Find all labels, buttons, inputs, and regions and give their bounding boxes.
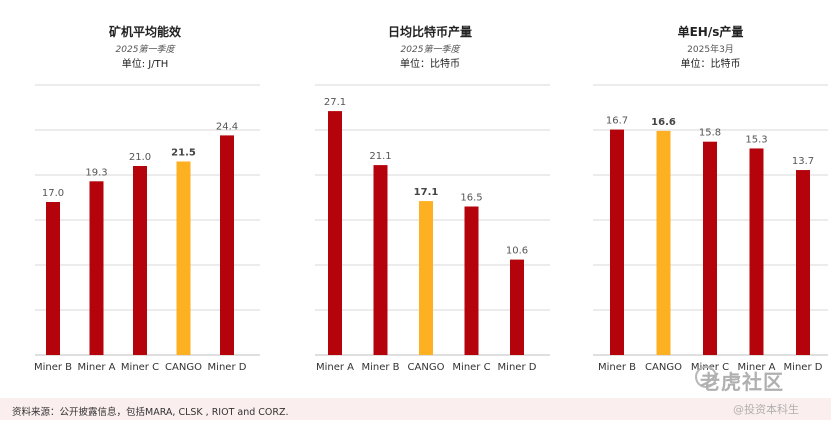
chart-unit: 单位：比特币	[400, 59, 460, 70]
chart-output-per-ehs: 单EH/s产量 2025年3月 单位：比特币 16.7 Miner B 16.6 CA…	[593, 0, 828, 395]
chart-subtitle: 2025年3月	[687, 45, 734, 55]
bar-miner-b	[610, 129, 624, 355]
chart-title: 日均比特币产量	[387, 25, 472, 39]
x-tick-label: CANGO	[165, 362, 202, 373]
data-label: 21.1	[369, 151, 391, 162]
chart-title: 单EH/s产量	[677, 25, 744, 39]
x-tick-label: CANGO	[645, 362, 682, 373]
bar-miner-d	[796, 170, 810, 355]
x-tick-label: Miner B	[598, 362, 636, 373]
bar-cango	[176, 161, 191, 355]
data-label: 21.0	[129, 152, 151, 163]
chart-unit: 单位: J/TH	[121, 59, 169, 70]
data-label: 17.1	[414, 187, 439, 198]
bar-cango	[419, 201, 433, 355]
watermark-logo-icon	[695, 366, 717, 388]
x-tick-label: Miner B	[34, 362, 72, 373]
x-tick-label: Miner A	[77, 362, 115, 373]
data-label: 16.6	[651, 117, 676, 128]
x-tick-label: Miner A	[737, 362, 775, 373]
bar-plot: 17.0 Miner B 19.3 Miner A 21.0 Miner C 21.5 CAN…	[34, 84, 260, 373]
x-tick-label: Miner B	[361, 362, 399, 373]
data-label: 19.3	[85, 167, 107, 178]
chart-daily-btc-output: 日均比特币产量 2025第一季度 单位：比特币 27.1 Miner A 21.1 M…	[310, 0, 550, 395]
x-tick-label: CANGO	[408, 362, 445, 373]
data-label: 17.0	[42, 188, 64, 199]
bar-miner-c	[703, 141, 717, 355]
data-label: 16.5	[460, 193, 482, 204]
bar-plot: 27.1 Miner A 21.1 Miner B 17.1 CANGO 16.5 Miner…	[315, 84, 550, 373]
watermark-text: 老虎社区	[700, 370, 784, 394]
x-tick-label: Miner C	[121, 362, 159, 373]
bar-miner-a	[328, 111, 342, 355]
chart-subtitle: 2025第一季度	[400, 45, 460, 55]
x-tick-label: Miner D	[784, 362, 823, 373]
watermark-handle: @投资本科生	[733, 403, 799, 416]
x-tick-label: Miner D	[208, 362, 247, 373]
chart-subtitle: 2025第一季度	[115, 45, 175, 55]
bar-miner-c	[464, 206, 479, 355]
x-tick-label: Miner D	[498, 362, 537, 373]
data-label: 13.7	[792, 156, 814, 167]
data-label: 15.8	[699, 128, 721, 139]
bar-cango	[656, 130, 671, 355]
data-label: 15.3	[745, 134, 767, 145]
chart-avg-efficiency: 矿机平均能效 2025第一季度 单位: J/TH 17.0 Miner B 19.3…	[30, 0, 260, 395]
bar-miner-d	[220, 135, 234, 355]
bar-miner-a	[89, 181, 104, 355]
data-label: 21.5	[171, 148, 196, 159]
bar-miner-c	[133, 166, 147, 355]
chart-title: 矿机平均能效	[108, 25, 181, 39]
bar-miner-d	[510, 259, 524, 355]
data-label: 10.6	[506, 246, 528, 257]
footer-band	[0, 398, 831, 420]
source-note: 资料来源：公开披露信息，包括MARA, CLSK , RIOT and CORZ…	[12, 407, 289, 418]
chart-unit: 单位：比特币	[680, 59, 741, 70]
bar-miner-b	[373, 165, 388, 355]
x-tick-label: Miner A	[316, 362, 354, 373]
data-label: 24.4	[216, 121, 238, 132]
data-label: 16.7	[606, 116, 628, 127]
x-tick-label: Miner C	[452, 362, 490, 373]
bar-miner-a	[749, 148, 764, 355]
data-label: 27.1	[324, 97, 346, 108]
bar-miner-b	[46, 202, 60, 355]
